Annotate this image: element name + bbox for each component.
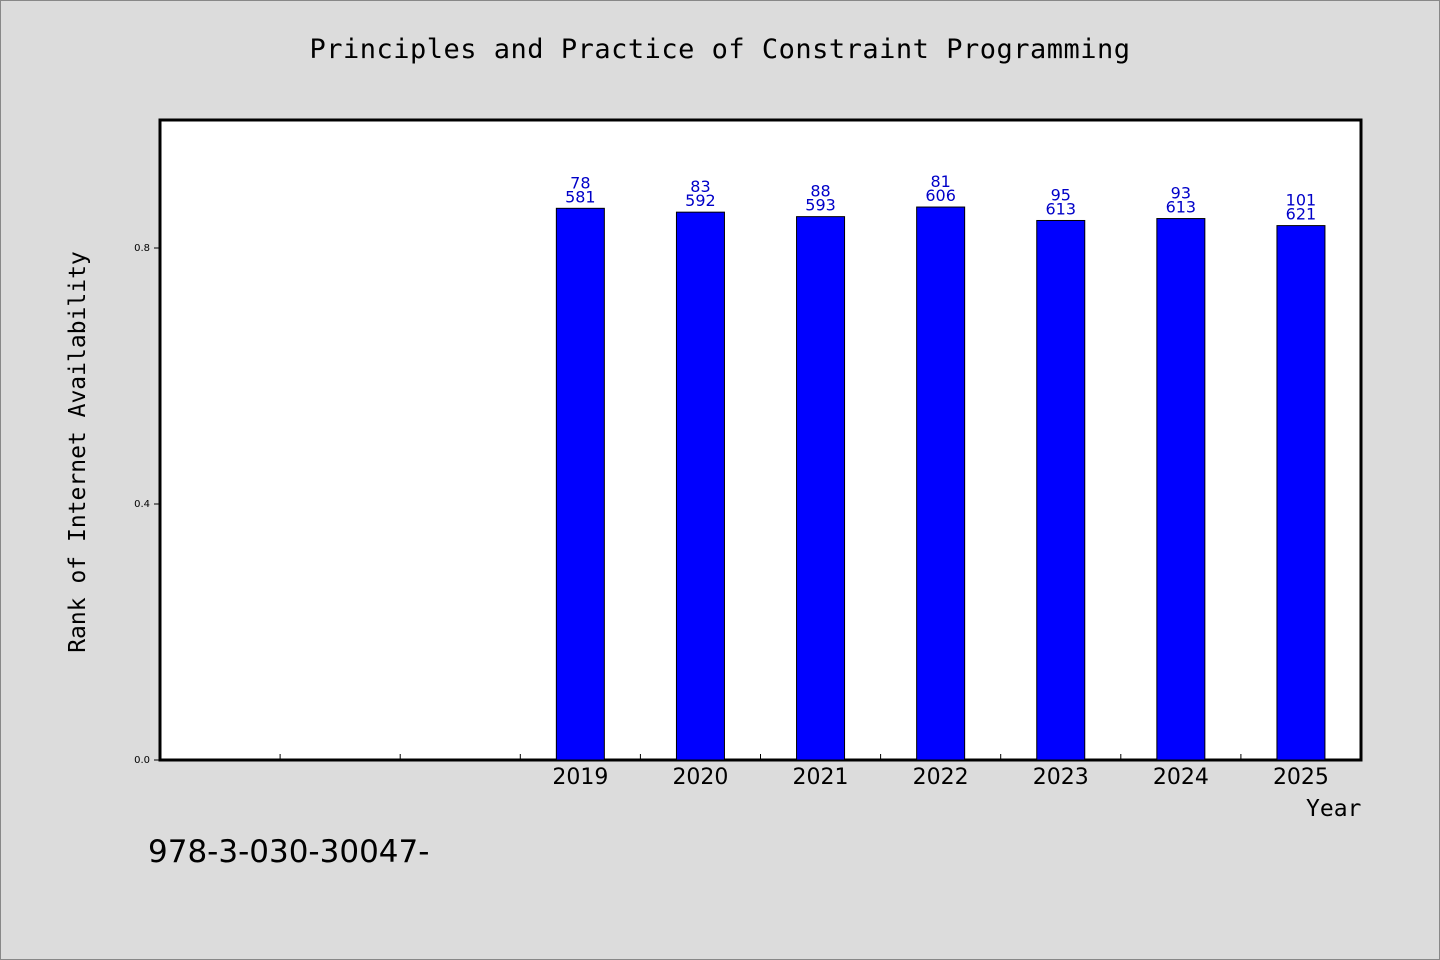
bar xyxy=(675,211,725,761)
bar-label-bottom: 593 xyxy=(805,196,836,215)
x-axis-label: Year xyxy=(1306,796,1362,822)
bar xyxy=(796,216,846,761)
bar-label-bottom: 621 xyxy=(1286,205,1317,224)
bar-label-bottom: 613 xyxy=(1045,199,1076,218)
bar xyxy=(1036,219,1086,761)
bar xyxy=(1156,218,1206,761)
x-tick-label: 2024 xyxy=(1153,765,1209,790)
bar xyxy=(555,207,605,761)
bar-label-bottom: 581 xyxy=(565,187,596,206)
bar xyxy=(1276,225,1326,761)
x-tick-label: 2023 xyxy=(1033,765,1089,790)
x-tick-labels: 2019 2020 2021 2022 2023 2024 2025 xyxy=(552,765,1329,790)
bar-label-top: 83 xyxy=(690,177,710,196)
x-tick-label: 2019 xyxy=(552,765,608,790)
bar-label-top: 93 xyxy=(1171,184,1191,203)
y-tick-label: 0.4 xyxy=(134,499,150,510)
bars xyxy=(555,206,1326,761)
y-tick-label: 0.0 xyxy=(134,755,150,766)
bar-label-bottom: 606 xyxy=(925,186,956,205)
x-tick-label: 2025 xyxy=(1273,765,1329,790)
x-tick-label: 2022 xyxy=(913,765,969,790)
x-tick-label: 2020 xyxy=(672,765,728,790)
bar-label-top: 101 xyxy=(1286,191,1317,210)
bar-label-top: 95 xyxy=(1051,185,1071,204)
bar-label-bottom: 592 xyxy=(685,191,716,210)
x-tick-label: 2021 xyxy=(793,765,849,790)
y-axis-label: Rank of Internet Availability xyxy=(65,251,91,653)
bar-label-top: 88 xyxy=(810,182,830,201)
x-axis-ticks xyxy=(279,754,1242,760)
bar-label-top: 81 xyxy=(930,172,950,191)
chart-title: Principles and Practice of Constraint Pr… xyxy=(309,34,1131,65)
isbn-note: 978-3-030-30047- xyxy=(148,834,430,870)
bar-label-bottom: 613 xyxy=(1166,198,1197,217)
bar-label-top: 78 xyxy=(570,173,590,192)
y-tick-label: 0.8 xyxy=(134,243,150,254)
bar xyxy=(916,206,966,761)
y-axis-ticks: 0.0 0.4 0.8 xyxy=(134,243,160,766)
